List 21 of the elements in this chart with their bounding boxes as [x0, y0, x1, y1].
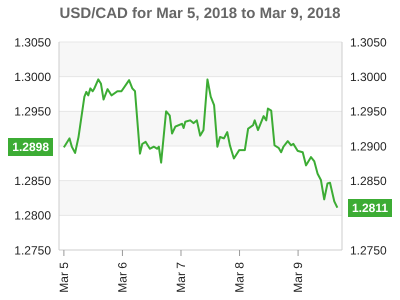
y-tick-label: 1.3000: [14, 70, 52, 84]
annotation: 1.2898: [8, 138, 53, 156]
y-tick-label: 1.2750: [14, 243, 52, 258]
line-series: [62, 78, 338, 209]
x-tick-label: Mar 6: [115, 262, 130, 293]
y2-tick-label: 1.3050: [350, 35, 388, 50]
y-tick-label: 1.3050: [14, 35, 52, 50]
x-tick-label: Mar 9: [291, 262, 306, 293]
y-tick-label: 1.2800: [14, 208, 52, 223]
x-tick-label: Mar 5: [56, 262, 71, 293]
y2-tick-label: 1.2750: [350, 243, 388, 258]
annotation: 1.2811: [348, 198, 392, 217]
x-tick-label: Mar 7: [174, 262, 188, 293]
y-tick-label: 1.2850: [14, 174, 52, 188]
chart-title: USD/CAD for Mar 5, 2018 to Mar 9, 2018: [58, 4, 342, 24]
y2-tick-label: 1.2900: [350, 139, 388, 154]
x-tick-label: Mar 8: [232, 262, 247, 293]
y-tick-label: 1.2950: [14, 104, 52, 119]
y2-tick-label: 1.3000: [350, 70, 388, 84]
y2-tick-label: 1.2950: [350, 104, 388, 119]
y2-tick-label: 1.2850: [350, 174, 388, 188]
